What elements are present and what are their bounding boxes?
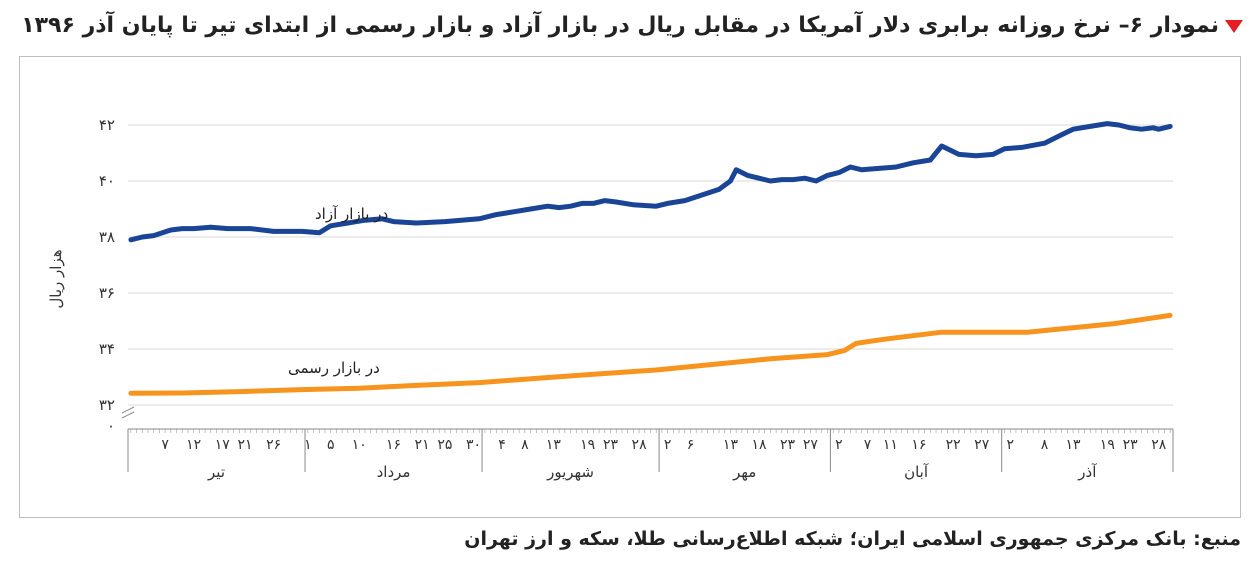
y-tick-label: ۴۰ — [99, 172, 115, 190]
x-tick-label: ۴ — [498, 437, 506, 453]
x-tick-label: ۲ — [835, 437, 843, 453]
free-market-series-line — [128, 121, 1173, 243]
month-label: آذر — [1077, 463, 1097, 481]
y-tick-label: ۳۴ — [99, 340, 115, 358]
month-label: آبان — [904, 463, 929, 481]
x-tick-label: ۱۳ — [723, 437, 739, 453]
x-tick-label: ۷ — [161, 437, 169, 453]
series-labels: در بازار آزاد در بازار رسمی — [288, 205, 388, 377]
x-tick-label: ۸ — [521, 437, 529, 453]
x-tick-label: ۲ — [664, 437, 672, 453]
x-tick-label: ۱۰ — [352, 437, 367, 453]
x-tick-label: ۲۲ — [946, 437, 961, 453]
x-tick-label: ۲۷ — [974, 437, 990, 453]
x-tick-label: ۲۵ — [437, 437, 452, 453]
x-tick-label: ۲۳ — [603, 437, 619, 453]
chart-title-text: نمودار ۶– نرخ روزانه برابری دلار آمریکا … — [21, 13, 1219, 38]
x-tick-label: ۸ — [1041, 437, 1049, 453]
x-tick-label: ۱۶ — [911, 437, 926, 453]
x-tick-label: ۱۳ — [1066, 437, 1082, 453]
x-tick-label: ۱۲ — [186, 437, 201, 453]
y-tick-label: ۰ — [107, 417, 115, 435]
axis-break-mark — [121, 406, 135, 419]
title-marker-icon — [1225, 19, 1243, 33]
x-tick-label: ۲۳ — [780, 437, 796, 453]
x-tick-label: ۲ — [1006, 437, 1014, 453]
x-tick-label: ۱ — [304, 437, 312, 453]
month-label: تیر — [207, 463, 225, 481]
x-tick-label: ۲۸ — [632, 437, 648, 453]
chart-title: نمودار ۶– نرخ روزانه برابری دلار آمریکا … — [13, 8, 1243, 44]
y-tick-label: ۳۸ — [99, 228, 115, 246]
x-tick-label: ۶ — [687, 437, 695, 453]
x-tick-label: ۵ — [327, 437, 335, 453]
x-tick-label: ۲۱ — [415, 437, 430, 453]
x-tick-label: ۱۸ — [751, 437, 767, 453]
y-tick-label: ۳۶ — [99, 284, 115, 302]
x-tick-label: ۲۶ — [266, 437, 281, 453]
x-tick-label: ۲۱ — [238, 437, 253, 453]
x-tick-label: ۱۷ — [215, 437, 231, 453]
grid-lines — [128, 124, 1173, 406]
x-tick-label: ۱۶ — [386, 437, 401, 453]
source-note: منبع: بانک مرکزی جمهوری اسلامی ایران؛ شب… — [464, 528, 1241, 550]
month-label: شهریور — [546, 463, 594, 481]
free-market-series-label: در بازار آزاد — [315, 205, 388, 223]
x-tick-label: ۲۳ — [1123, 437, 1139, 453]
y-axis-label: هزار ریال — [47, 249, 65, 308]
official-market-series-line — [128, 312, 1173, 396]
x-tick-label: ۱۹ — [580, 437, 595, 453]
x-tick-label: ۱۹ — [1100, 437, 1115, 453]
x-tick-label: ۱۱ — [883, 437, 898, 453]
month-label: مرداد — [377, 463, 411, 481]
x-tick-label: ۳۰ — [466, 437, 481, 453]
y-tick-label: ۳۲ — [99, 396, 115, 414]
month-label: مهر — [732, 463, 756, 481]
y-tick-label: ۴۲ — [99, 116, 115, 134]
chart-frame: ۰ ۳۲ ۳۴ ۳۶ ۳۸ ۴۰ ۴۲ ۷ ۱۲ ۱۷ ۲۱ ۲۶ تیر ۱ ۵ ۱۰ ۱۶ ۲۱ ۲۵ ۳۰ مرد… — [19, 56, 1241, 518]
series-lines — [128, 121, 1173, 396]
official-market-series-label: در بازار رسمی — [288, 359, 380, 377]
x-tick-label: ۲۷ — [803, 437, 819, 453]
x-tick-label: ۱۳ — [546, 437, 562, 453]
x-tick-label: ۷ — [864, 437, 872, 453]
x-tick-label: ۲۸ — [1151, 437, 1167, 453]
